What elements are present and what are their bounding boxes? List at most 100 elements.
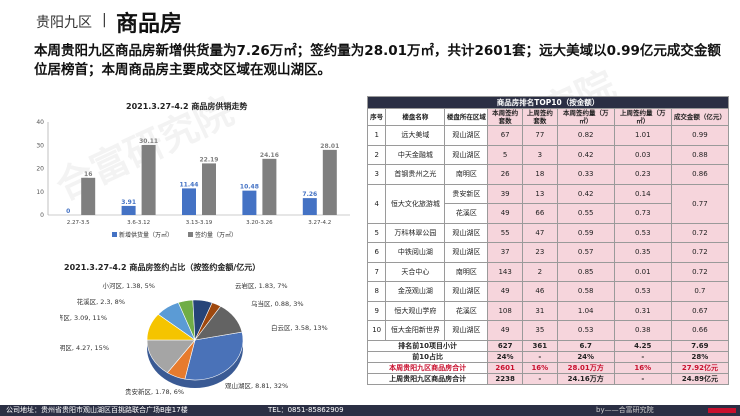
x-tick-label: 2.27-3.5 — [67, 220, 90, 226]
table-cell: 7 — [366, 261, 387, 282]
legend-swatch — [112, 232, 117, 237]
pie-label: 白云区, 3.58, 13% — [271, 323, 328, 332]
x-tick-label: 3.13-3.19 — [186, 220, 213, 226]
pie-label: 双龙经济区, 3.09, 11% — [60, 313, 107, 322]
data-label: 11.44 — [180, 181, 199, 188]
table-cell: 花溪区 — [444, 300, 489, 321]
column-header: 成交金额（亿元） — [670, 108, 730, 126]
table-cell: 0.72 — [670, 222, 730, 243]
table-cell: 27.92亿元 — [670, 361, 730, 374]
table-cell: 观山湖区 — [444, 144, 489, 165]
table-cell: 0.86 — [670, 164, 730, 185]
table-cell: 0.03 — [613, 144, 672, 165]
table-cell: 排名前10项目小计 — [366, 339, 489, 352]
table-cell: 67 — [487, 125, 523, 146]
table-cell: 49 — [487, 281, 523, 302]
table-cell: 观山湖区 — [444, 281, 489, 302]
table-cell: 3 — [521, 144, 558, 165]
table-cell: 5 — [487, 144, 523, 165]
table-footer-row: 上周贵阳九区商品房合计 2238-24.16万方 -24.89亿元 — [366, 372, 730, 385]
separator: | — [102, 12, 107, 28]
data-label: 24.16 — [260, 152, 279, 159]
table-cell: 16% — [613, 361, 672, 374]
table-cell: 24.16万方 — [556, 372, 615, 385]
table-cell: 0.53 — [613, 222, 672, 243]
table-cell: 0.73 — [613, 203, 672, 224]
table-cell: 本周贵阳九区商品房合计 — [366, 361, 489, 374]
pie-slice — [194, 305, 243, 341]
table-cell: - — [521, 350, 558, 363]
table-cell: 南明区 — [444, 261, 489, 282]
data-label: 30.11 — [139, 138, 158, 145]
table-cell: 627 — [487, 339, 523, 352]
table-cell: - — [613, 372, 672, 385]
signed-bar — [322, 149, 337, 215]
pie-label: 花溪区, 2.3, 8% — [77, 297, 125, 306]
column-header: 本周签约套数 — [487, 108, 523, 126]
table-cell: 0.42 — [556, 144, 615, 165]
table-cell: 108 — [487, 300, 523, 321]
table-cell: 2601 — [487, 361, 523, 374]
table-cell: 0.35 — [613, 242, 672, 263]
table-cell: 23 — [521, 242, 558, 263]
supply-bar — [182, 188, 196, 215]
table-cell: 4 — [366, 183, 387, 224]
column-header: 楼盘名称 — [385, 108, 446, 126]
table-cell: 0.85 — [556, 261, 615, 282]
table-cell: 0.42 — [556, 183, 615, 204]
table-cell: 1 — [366, 125, 387, 146]
table-cell: 16% — [521, 361, 558, 374]
table-cell: 0.53 — [613, 281, 672, 302]
table-cell: 47 — [521, 222, 558, 243]
supply-bar — [242, 190, 257, 215]
table-cell: 28% — [670, 350, 730, 363]
table-cell: 49 — [487, 320, 523, 341]
table-cell: 8 — [366, 281, 387, 302]
table-cell: 观山湖区 — [444, 320, 489, 341]
table-cell: 中铁阅山湖 — [385, 242, 446, 263]
supply-bar — [302, 198, 317, 215]
column-header: 上周签约量（万㎡） — [613, 108, 672, 126]
table-cell: 46 — [521, 281, 558, 302]
legend-swatch — [188, 232, 193, 237]
table-cell: 0.88 — [670, 144, 730, 165]
y-tick-label: 40 — [36, 119, 44, 126]
data-label: 3.91 — [121, 199, 136, 206]
table-cell: 66 — [521, 203, 558, 224]
table-header-row: 序号 楼盘名称 楼盘所在区域 本周签约套数 上周签约套数 本周签约量（万㎡） 上周签约量（万… — [366, 108, 730, 126]
table-cell: 花溪区 — [444, 203, 489, 224]
table-row: 8 金茂观山湖 观山湖区 49 46 0.58 0.53 0.7 — [366, 281, 730, 302]
table-cell: 37 — [487, 242, 523, 263]
data-label: 16 — [84, 171, 92, 178]
x-tick-label: 3.27-4.2 — [308, 220, 331, 226]
table-cell: 2 — [366, 144, 387, 165]
table-cell: 0.58 — [556, 281, 615, 302]
pie-label: 观山湖区, 8.81, 32% — [225, 381, 288, 390]
signed-bar — [202, 163, 216, 215]
signed-bar — [141, 144, 156, 215]
table-row: 10 恒大金阳新世界 观山湖区 49 35 0.53 0.38 0.66 — [366, 320, 730, 341]
table-cell: 恒大金阳新世界 — [385, 320, 446, 341]
y-tick-label: 0 — [40, 212, 44, 219]
table-cell: 6.7 — [556, 339, 615, 352]
data-label: 22.19 — [200, 156, 219, 163]
table-cell: 0.72 — [670, 261, 730, 282]
table-cell: 1.01 — [613, 125, 672, 146]
pie-label: 云岩区, 1.83, 7% — [235, 281, 288, 290]
table-cell: 28.01万方 — [556, 361, 615, 374]
y-tick-label: 30 — [36, 142, 44, 149]
table-cell: 南明区 — [444, 164, 489, 185]
table-cell: 0.23 — [613, 164, 672, 185]
table-cell: 0.14 — [613, 183, 672, 204]
table-row: 7 天合中心 南明区 143 2 0.85 0.01 0.72 — [366, 261, 730, 282]
top10-ranking-table: 商品房排名TOP10（按金额） 序号 楼盘名称 楼盘所在区域 本周签约套数 上周签约套数… — [366, 96, 730, 385]
table-cell: 恒大观山学府 — [385, 300, 446, 321]
table-cell: 观山湖区 — [444, 222, 489, 243]
y-tick-label: 20 — [36, 166, 44, 173]
table-row: 1 远大美域 观山湖区 67 77 0.82 1.01 0.99 — [366, 125, 730, 146]
data-label: 28.01 — [320, 143, 339, 150]
header: 贵阳九区 | 商品房 — [0, 0, 740, 42]
table-cell: 26 — [487, 164, 523, 185]
table-cell: 24% — [487, 350, 523, 363]
table-cell: 恒大文化旅游城 — [385, 183, 446, 224]
